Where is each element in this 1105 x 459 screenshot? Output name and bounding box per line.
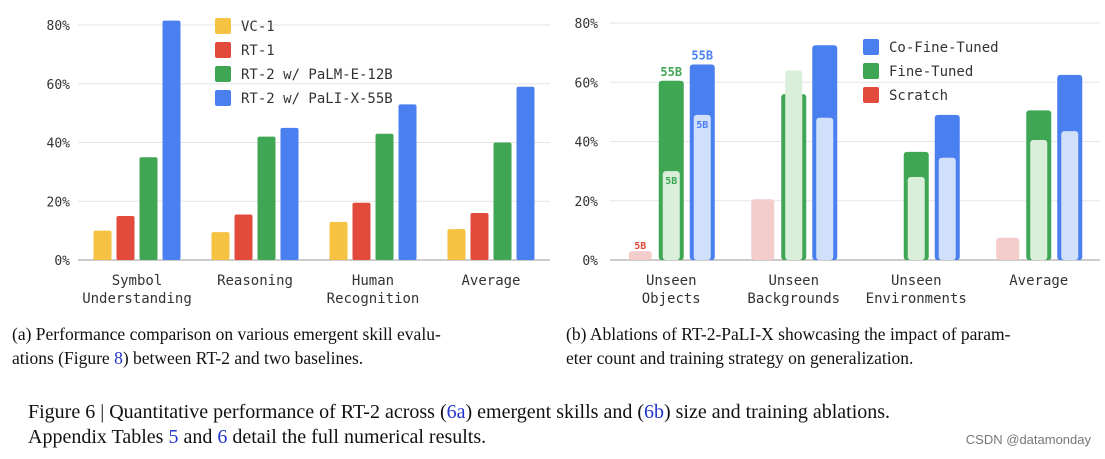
chart-b: 0% 20% 40% 60% 80% 5B 55B 5B 55B 5B Unseen Objects U…: [575, 17, 1100, 307]
legend-a-swatch-1: [215, 42, 231, 58]
ytick-b-2: 40%: [575, 136, 599, 151]
xtick-a-2-1: Recognition: [327, 291, 420, 307]
figure-caption: Figure 6 | Quantitative performance of R…: [28, 400, 1098, 450]
annot-b-5b-1: 5B: [665, 176, 677, 187]
fig-cap-line2-pre: Appendix Tables: [28, 426, 169, 448]
xtick-a-0-0: Symbol: [112, 273, 163, 289]
fig-cap-pre: Figure 6 | Quantitative performance of R…: [28, 401, 447, 423]
xtick-a-1-0: Reasoning: [217, 273, 293, 289]
caption-b-line2: eter count and training strategy on gene…: [566, 348, 914, 368]
chart-a: 0% 20% 40% 60% 80% Symbol Understanding Reasoni…: [47, 18, 550, 307]
bar-a-1-1: [234, 214, 253, 260]
fig-6b-link[interactable]: 6b: [643, 401, 664, 423]
fig-cap-mid2: ) size and training ablations.: [663, 401, 891, 423]
bar-a-1-0: [211, 232, 230, 260]
legend-b-swatch-2: [863, 87, 879, 103]
ytick-b-4: 80%: [575, 17, 599, 32]
xtick-b-2-0: Unseen: [891, 273, 942, 289]
bar-b-5b-0-1: [662, 171, 680, 260]
ytick-a-1: 20%: [47, 195, 71, 210]
legend-a-swatch-3: [215, 90, 231, 106]
bar-a-3-3: [516, 86, 535, 260]
fig-cap-mid1: ) emergent skills and (: [465, 401, 644, 423]
bar-b-5b-1-1: [785, 70, 803, 261]
caption-b-line1: (b) Ablations of RT-2-PaLI-X showcasing …: [566, 324, 1011, 344]
figure-8-link[interactable]: 8: [114, 348, 123, 368]
legend-b-swatch-0: [863, 39, 879, 55]
bar-a-1-3: [280, 127, 299, 260]
bar-a-3-1: [470, 213, 489, 260]
ytick-b-1: 20%: [575, 195, 599, 210]
xtick-a-2-0: Human: [352, 273, 394, 289]
bar-b-5b-2-0: [938, 157, 956, 260]
ytick-b-0: 0%: [582, 254, 598, 269]
fig-cap-mid3: and: [178, 426, 218, 448]
legend-b-label-1: Fine-Tuned: [889, 64, 973, 80]
bar-b-5b-1-2: [751, 199, 775, 260]
bar-a-2-3: [398, 104, 417, 260]
bar-b-5b-0-0: [693, 114, 711, 261]
annot-b-55b-1: 55B: [660, 65, 682, 79]
bar-b-5b-2-1: [907, 177, 925, 260]
bar-b-5b-1-0: [816, 117, 834, 260]
xtick-b-0-1: Objects: [642, 291, 701, 307]
caption-a-line2-pre: ations (Figure: [12, 348, 115, 368]
legend-b-label-2: Scratch: [889, 88, 948, 104]
bar-a-3-0: [447, 229, 466, 260]
xtick-b-2-1: Environments: [866, 291, 967, 307]
bar-b-5b-3-1: [1030, 140, 1048, 260]
annot-b-5b-2: 5B: [634, 241, 646, 252]
figure-caption-line2: Appendix Tables 5 and 6 detail the full …: [28, 425, 1098, 450]
ytick-a-3: 60%: [47, 78, 71, 93]
fig-6a-link[interactable]: 6a: [446, 401, 466, 423]
caption-a-line2-post: ) between RT-2 and two baselines.: [122, 348, 364, 368]
fig-cap-line2-post: detail the full numerical results.: [227, 426, 487, 448]
legend-b-label-0: Co-Fine-Tuned: [889, 40, 999, 56]
xtick-b-1-1: Backgrounds: [747, 291, 840, 307]
annot-b-5b-0: 5B: [696, 120, 708, 131]
xtick-a-3-0: Average: [461, 273, 520, 289]
bar-a-0-0: [93, 230, 112, 260]
legend-a-label-1: RT-1: [241, 43, 275, 59]
caption-a-line1: (a) Performance comparison on various em…: [12, 324, 441, 344]
legend-a-label-3: RT-2 w/ PaLI-X-55B: [241, 91, 393, 107]
table-6-link[interactable]: 6: [217, 426, 228, 448]
legend-a-swatch-0: [215, 18, 231, 34]
bar-b-5b-3-0: [1061, 131, 1079, 260]
ytick-a-4: 80%: [47, 19, 71, 34]
annot-b-55b-0: 55B: [691, 48, 713, 62]
bar-a-3-2: [493, 142, 512, 260]
xtick-b-3-0: Average: [1009, 273, 1068, 289]
bar-b-5b-0-2: [628, 251, 652, 260]
watermark: CSDN @datamonday: [965, 432, 1091, 447]
ytick-b-3: 60%: [575, 76, 599, 91]
bar-a-2-1: [352, 202, 371, 260]
legend-a-label-2: RT-2 w/ PaLM-E-12B: [241, 67, 393, 83]
bar-a-0-2: [139, 157, 158, 260]
caption-b: (b) Ablations of RT-2-PaLI-X showcasing …: [566, 322, 1096, 370]
bar-a-2-0: [329, 221, 348, 260]
caption-a-line2: ations (Figure 8) between RT-2 and two b…: [12, 346, 560, 370]
legend-b-swatch-1: [863, 63, 879, 79]
bar-a-0-1: [116, 215, 135, 260]
bar-b-5b-3-2: [996, 237, 1020, 260]
xtick-b-1-0: Unseen: [768, 273, 819, 289]
xtick-a-0-1: Understanding: [82, 291, 192, 307]
bar-a-2-2: [375, 133, 394, 260]
caption-a: (a) Performance comparison on various em…: [12, 322, 560, 370]
xtick-b-0-0: Unseen: [646, 273, 697, 289]
ytick-a-2: 40%: [47, 137, 71, 152]
legend-a-label-0: VC-1: [241, 19, 275, 35]
bar-a-0-3: [162, 20, 181, 260]
bar-a-1-2: [257, 136, 276, 260]
table-5-link[interactable]: 5: [168, 426, 179, 448]
figure-caption-line1: Figure 6 | Quantitative performance of R…: [28, 400, 1098, 425]
legend-a-swatch-2: [215, 66, 231, 82]
ytick-a-0: 0%: [54, 254, 70, 269]
